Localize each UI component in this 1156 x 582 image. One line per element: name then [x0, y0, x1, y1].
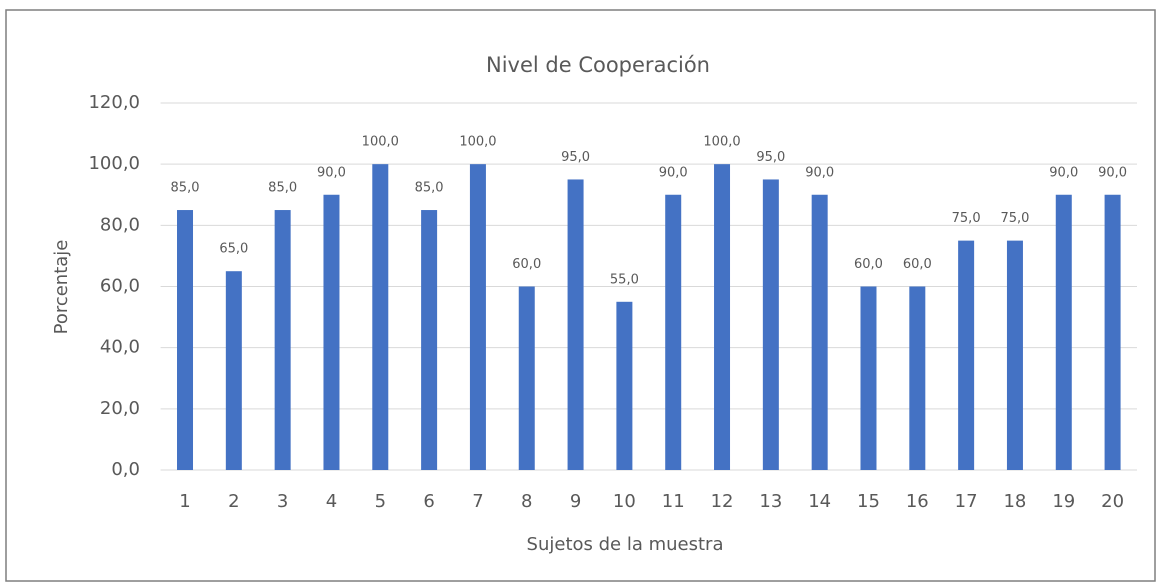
data-label: 90,0	[805, 165, 834, 180]
x-tick-label: 2	[228, 491, 239, 512]
y-tick-label: 60,0	[100, 276, 140, 297]
data-label: 75,0	[1000, 211, 1029, 226]
data-label: 90,0	[1049, 165, 1078, 180]
x-tick-label: 11	[662, 491, 685, 512]
x-tick-label: 6	[423, 491, 434, 512]
data-label: 65,0	[219, 242, 248, 257]
bar	[1006, 240, 1023, 470]
data-label: 100,0	[362, 135, 399, 150]
data-label: 100,0	[703, 135, 740, 150]
bar	[762, 179, 779, 471]
bar	[665, 194, 682, 470]
data-label: 55,0	[610, 272, 639, 287]
bar	[177, 210, 194, 470]
x-tick-label: 3	[277, 491, 288, 512]
x-tick-label: 16	[906, 491, 929, 512]
data-label: 60,0	[903, 257, 932, 272]
bar	[714, 164, 731, 470]
y-tick-label: 120,0	[88, 92, 140, 113]
data-label: 95,0	[756, 150, 785, 165]
bar	[323, 194, 340, 470]
data-label: 85,0	[415, 181, 444, 196]
data-label: 95,0	[561, 150, 590, 165]
bar	[616, 301, 633, 470]
bar	[1104, 194, 1121, 470]
bar	[225, 271, 242, 470]
y-axis-label: Porcentaje	[51, 240, 72, 335]
x-tick-label: 20	[1101, 491, 1124, 512]
x-tick-label: 8	[521, 491, 532, 512]
data-label: 75,0	[952, 211, 981, 226]
bar	[421, 210, 438, 470]
data-label: 60,0	[854, 257, 883, 272]
x-axis-label: Sujetos de la muestra	[527, 534, 724, 555]
data-label: 100,0	[459, 135, 496, 150]
bar	[909, 286, 926, 470]
data-label: 90,0	[317, 165, 346, 180]
data-label: 90,0	[1098, 165, 1127, 180]
y-tick-label: 20,0	[100, 398, 140, 419]
x-tick-label: 13	[759, 491, 782, 512]
bar	[958, 240, 975, 470]
data-label: 85,0	[171, 181, 200, 196]
x-tick-label: 12	[711, 491, 734, 512]
y-tick-label: 0,0	[111, 459, 140, 480]
data-label: 90,0	[659, 165, 688, 180]
data-label: 85,0	[268, 181, 297, 196]
x-tick-label: 19	[1052, 491, 1075, 512]
bar	[1055, 194, 1072, 470]
x-tick-label: 18	[1003, 491, 1026, 512]
x-tick-label: 5	[375, 491, 386, 512]
bar	[811, 194, 828, 470]
bar	[860, 286, 877, 470]
y-tick-label: 80,0	[100, 214, 140, 235]
x-tick-label: 7	[472, 491, 483, 512]
bar	[469, 164, 486, 470]
data-label: 60,0	[512, 257, 541, 272]
x-tick-label: 4	[326, 491, 337, 512]
x-tick-label: 15	[857, 491, 880, 512]
x-tick-label: 10	[613, 491, 636, 512]
y-tick-label: 40,0	[100, 337, 140, 358]
bar	[372, 164, 389, 470]
bar	[518, 286, 535, 470]
y-tick-label: 100,0	[88, 153, 140, 174]
x-tick-label: 1	[179, 491, 190, 512]
bar	[274, 210, 291, 470]
bar	[567, 179, 584, 471]
x-tick-label: 9	[570, 491, 581, 512]
x-tick-label: 17	[955, 491, 978, 512]
x-tick-label: 14	[808, 491, 831, 512]
chart-title: Nivel de Cooperación	[486, 53, 710, 77]
